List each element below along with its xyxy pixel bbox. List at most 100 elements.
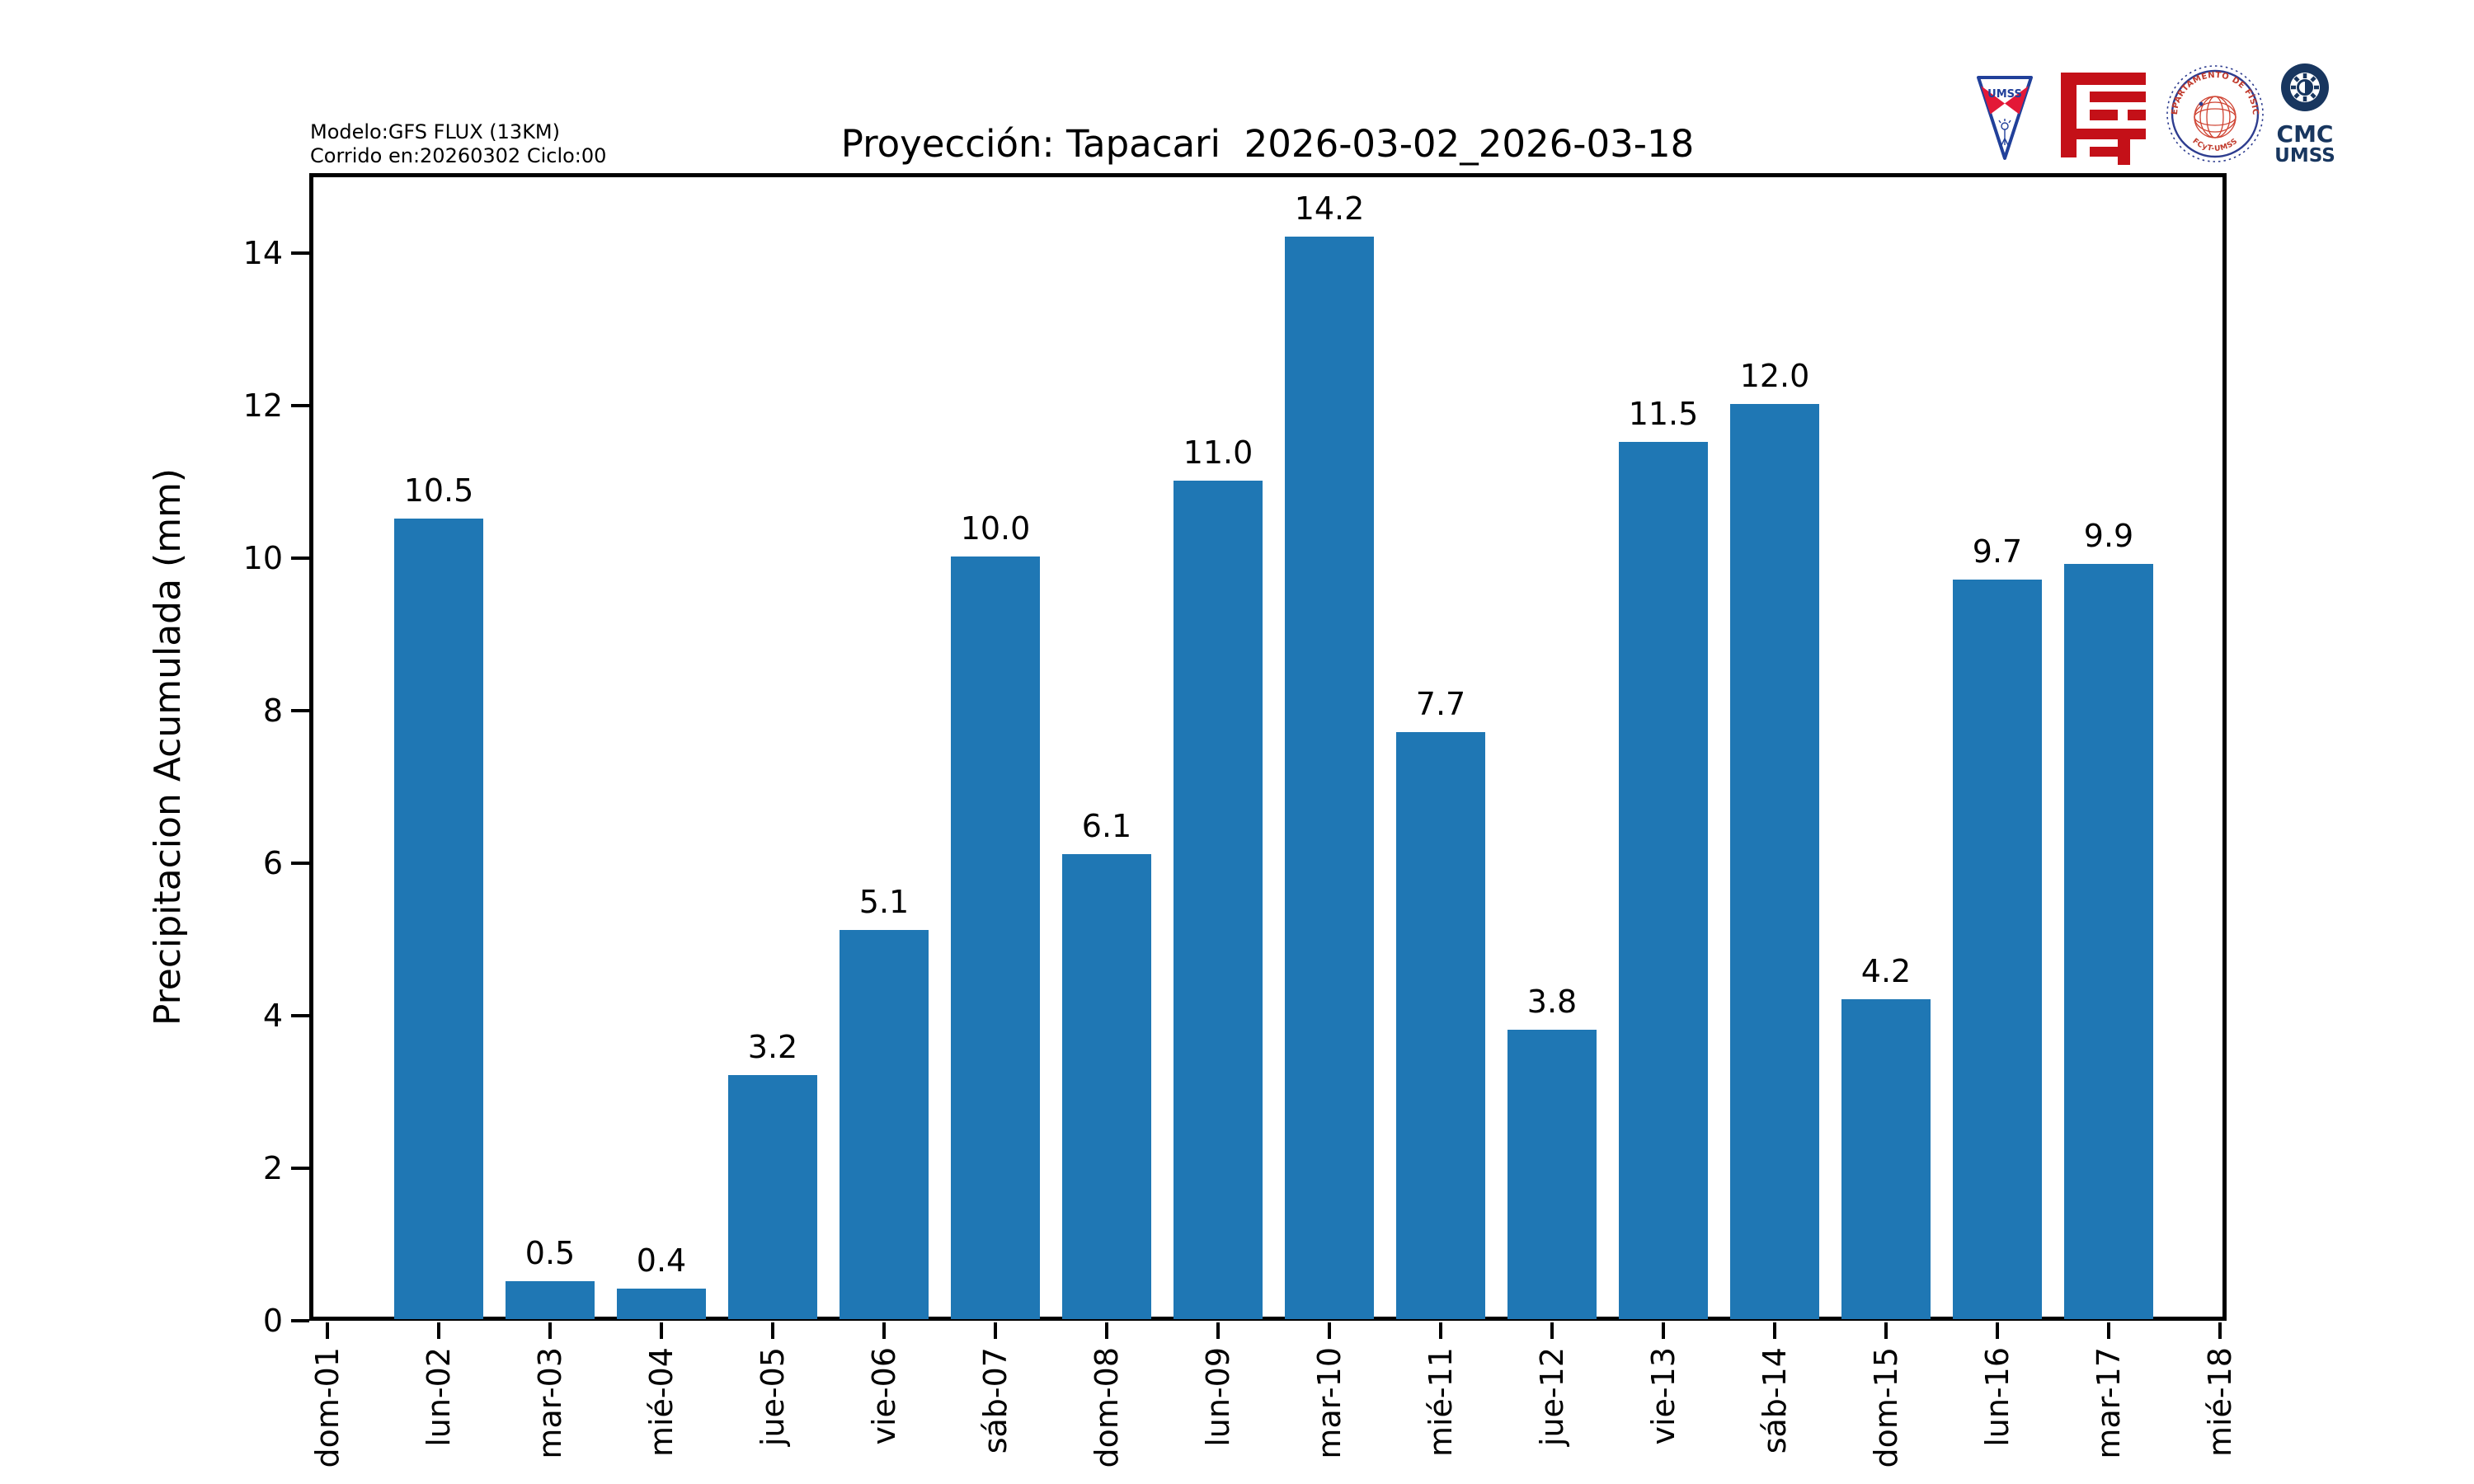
x-tick-label: jue-05 bbox=[755, 1347, 791, 1447]
x-tick-mark bbox=[882, 1322, 886, 1339]
x-tick-mark bbox=[1439, 1322, 1442, 1339]
y-tick-label: 14 bbox=[242, 235, 283, 272]
fcyt-maze-icon bbox=[2061, 73, 2146, 165]
y-tick-label: 4 bbox=[262, 998, 283, 1035]
x-tick-mark bbox=[994, 1322, 997, 1339]
bar-value-label: 4.2 bbox=[1860, 952, 1912, 989]
y-tick-mark bbox=[291, 1167, 309, 1171]
x-tick-mark bbox=[2107, 1322, 2110, 1339]
bar-value-label: 11.5 bbox=[1628, 396, 1699, 433]
x-tick-label: lun-16 bbox=[1979, 1347, 2015, 1447]
y-tick-mark bbox=[291, 862, 309, 866]
fcyt-red-logo bbox=[2061, 73, 2146, 165]
x-tick-label: mar-03 bbox=[532, 1347, 568, 1459]
bar bbox=[1174, 480, 1263, 1319]
bar-value-label: 11.0 bbox=[1183, 434, 1253, 471]
umss-shield-logo: UMSS bbox=[1977, 76, 2033, 160]
x-tick-label: lun-02 bbox=[421, 1347, 457, 1447]
model-meta-line1: Modelo:GFS FLUX (13KM) bbox=[310, 120, 560, 143]
model-meta-line2: Corrido en:20260302 Ciclo:00 bbox=[310, 144, 607, 167]
bar-value-label: 10.5 bbox=[403, 472, 474, 509]
bar-value-label: 7.7 bbox=[1415, 685, 1466, 722]
x-tick-label: mié-18 bbox=[2202, 1347, 2238, 1458]
bar-value-label: 14.2 bbox=[1294, 190, 1365, 227]
x-tick-mark bbox=[1996, 1322, 1999, 1339]
x-tick-mark bbox=[1773, 1322, 1776, 1339]
x-tick-label: mié-11 bbox=[1423, 1347, 1459, 1458]
model-meta: Modelo:GFS FLUX (13KM) Corrido en:202603… bbox=[310, 120, 606, 168]
bar-value-label: 0.4 bbox=[636, 1242, 687, 1280]
bar-value-label: 6.1 bbox=[1081, 807, 1132, 844]
x-tick-mark bbox=[437, 1322, 440, 1339]
x-tick-label: vie-06 bbox=[866, 1347, 902, 1445]
y-tick-label: 0 bbox=[262, 1303, 283, 1339]
chart-title: Proyección: Tapacari 2026-03-02_2026-03-… bbox=[840, 122, 1695, 166]
bar bbox=[1285, 236, 1374, 1319]
x-tick-mark bbox=[1105, 1322, 1108, 1339]
y-tick-mark bbox=[291, 556, 309, 561]
bar-value-label: 9.9 bbox=[2083, 518, 2134, 555]
umss-shield-emblem-icon bbox=[1998, 119, 2011, 148]
bar bbox=[1730, 404, 1819, 1319]
bar bbox=[2064, 564, 2153, 1319]
x-tick-mark bbox=[1550, 1322, 1554, 1339]
y-tick-label: 8 bbox=[262, 693, 283, 730]
bar bbox=[394, 518, 483, 1319]
x-tick-label: jue-12 bbox=[1534, 1347, 1570, 1447]
x-tick-label: sáb-14 bbox=[1757, 1347, 1793, 1454]
bar-value-label: 0.5 bbox=[524, 1234, 576, 1271]
bar bbox=[506, 1280, 595, 1319]
bar bbox=[617, 1289, 706, 1319]
bar-value-label: 12.0 bbox=[1739, 358, 1810, 395]
y-tick-mark bbox=[291, 404, 309, 408]
x-tick-mark bbox=[1216, 1322, 1220, 1339]
x-tick-label: dom-15 bbox=[1868, 1347, 1904, 1468]
x-tick-label: dom-08 bbox=[1089, 1347, 1125, 1468]
x-tick-mark bbox=[1884, 1322, 1888, 1339]
plot-area bbox=[309, 173, 2227, 1321]
y-tick-label: 12 bbox=[242, 387, 283, 425]
cmc-umss-logo: CMC UMSS bbox=[2274, 63, 2335, 165]
x-tick-mark bbox=[1328, 1322, 1331, 1339]
x-tick-label: mié-04 bbox=[643, 1347, 680, 1458]
bar-value-label: 3.8 bbox=[1526, 983, 1578, 1020]
bar bbox=[1619, 442, 1708, 1319]
x-tick-label: vie-13 bbox=[1645, 1347, 1681, 1445]
x-tick-label: sáb-07 bbox=[977, 1347, 1014, 1454]
x-tick-mark bbox=[2218, 1322, 2222, 1339]
x-tick-mark bbox=[1662, 1322, 1665, 1339]
x-tick-label: mar-10 bbox=[1311, 1347, 1348, 1459]
cmc-text: CMC bbox=[2277, 120, 2334, 148]
y-tick-mark bbox=[291, 1014, 309, 1018]
y-tick-mark bbox=[291, 709, 309, 713]
bar-value-label: 9.7 bbox=[1972, 533, 2023, 570]
bar-value-label: 5.1 bbox=[858, 884, 910, 921]
y-tick-label: 6 bbox=[262, 845, 283, 882]
bar bbox=[1841, 998, 1931, 1319]
cmc-gear-icon bbox=[2281, 63, 2329, 111]
x-tick-label: dom-01 bbox=[309, 1347, 346, 1468]
y-tick-mark bbox=[291, 1319, 309, 1322]
x-tick-label: lun-09 bbox=[1200, 1347, 1236, 1447]
x-tick-mark bbox=[548, 1322, 552, 1339]
bar bbox=[951, 556, 1040, 1319]
bar bbox=[840, 930, 929, 1319]
bar-value-label: 3.2 bbox=[747, 1029, 798, 1066]
bar bbox=[1953, 579, 2042, 1319]
bar bbox=[1396, 731, 1485, 1319]
bar bbox=[1062, 853, 1151, 1319]
cmc-umss-text: UMSS bbox=[2274, 145, 2335, 165]
y-tick-label: 2 bbox=[262, 1150, 283, 1187]
bar bbox=[1507, 1029, 1597, 1319]
y-tick-label: 10 bbox=[242, 540, 283, 577]
x-tick-mark bbox=[660, 1322, 663, 1339]
globe-wireframe-icon bbox=[2194, 96, 2236, 139]
fisica-department-seal: DEPARTAMENTO DE FÍSICA FCyT-UMSS bbox=[2165, 61, 2264, 162]
x-tick-mark bbox=[771, 1322, 774, 1339]
bar-value-label: 10.0 bbox=[960, 510, 1031, 547]
x-tick-label: mar-17 bbox=[2091, 1347, 2127, 1459]
bar bbox=[728, 1075, 817, 1319]
umss-shield-text: UMSS bbox=[1987, 88, 2022, 101]
y-tick-mark bbox=[291, 251, 309, 256]
